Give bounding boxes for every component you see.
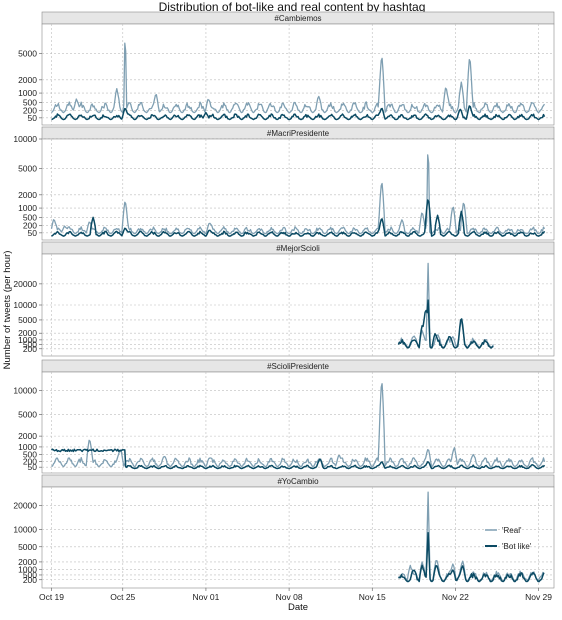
x-tick-label: Nov 01 (192, 592, 219, 602)
y-tick-label: 200 (23, 221, 37, 231)
y-tick-label: 500 (23, 97, 37, 107)
series-line-real (50, 154, 546, 235)
panel-plot-area (41, 138, 555, 241)
series-line-real (51, 42, 546, 114)
y-tick-label: 500 (23, 450, 37, 460)
y-tick-label: 200 (23, 344, 37, 354)
y-tick-label: 10000 (13, 300, 37, 310)
series-line-bot-like (51, 105, 546, 121)
y-tick-label: 200 (23, 456, 37, 466)
legend-label-real: 'Real' (502, 526, 522, 535)
y-tick-label: 1000 (18, 203, 37, 213)
y-tick-label: 10000 (13, 134, 37, 144)
series-line-real (51, 383, 546, 468)
x-axis-title: Date (288, 602, 308, 613)
y-tick-label: 500 (23, 212, 37, 222)
panel-strip-label: #MacriPresidente (267, 129, 330, 138)
panel-plot-area (41, 486, 555, 589)
x-tick-label: Nov 08 (276, 592, 303, 602)
panel-strip-label: #ScioliPresidente (267, 362, 329, 371)
panel-strip-label: #MejorScioli (276, 244, 320, 253)
chart-title: Distribution of bot-like and real conten… (159, 0, 426, 14)
y-tick-label: 2000 (18, 431, 37, 441)
y-tick-label: 50 (28, 113, 38, 123)
y-tick-label: 200 (23, 575, 37, 585)
x-tick-label: Nov 22 (442, 592, 469, 602)
y-tick-label: 200 (23, 106, 37, 116)
y-tick-label: 2000 (18, 190, 37, 200)
y-tick-label: 500 (23, 340, 37, 350)
y-tick-label: 1000 (18, 442, 37, 452)
y-tick-label: 2000 (18, 75, 37, 85)
y-tick-label: 1000 (18, 88, 37, 98)
y-tick-label: 10000 (13, 525, 37, 535)
x-tick-label: Nov 29 (525, 592, 552, 602)
panels-group: #Cambiemos50200500100020005000#MacriPres… (13, 11, 555, 602)
y-tick-label: 500 (23, 570, 37, 580)
series-line-bot-like (397, 299, 494, 349)
x-tick-label: Oct 25 (110, 592, 135, 602)
y-tick-label: 1000 (18, 565, 37, 575)
y-tick-label: 50 (28, 462, 38, 472)
x-tick-label: Oct 19 (39, 592, 64, 602)
y-tick-label: 20000 (13, 279, 37, 289)
series-line-bot-like (51, 199, 546, 237)
series-line-bot-like (50, 448, 546, 470)
y-axis-title: Number of tweets (per hour) (2, 251, 13, 370)
panel-strip-label: #YoCambio (277, 477, 319, 486)
y-tick-label: 10000 (13, 386, 37, 396)
y-tick-label: 50 (28, 228, 38, 238)
y-tick-label: 5000 (18, 410, 37, 420)
series-line-bot-like (398, 531, 545, 583)
y-tick-label: 5000 (18, 542, 37, 552)
y-tick-label: 5000 (18, 164, 37, 174)
y-tick-label: 2000 (18, 557, 37, 567)
panel-strip-label: #Cambiemos (274, 14, 321, 23)
y-tick-label: 5000 (18, 315, 37, 325)
panel-plot-area (41, 371, 555, 474)
legend-label-bot-like: 'Bot like' (502, 542, 532, 551)
x-tick-label: Nov 15 (359, 592, 386, 602)
y-tick-label: 2000 (18, 328, 37, 338)
y-tick-label: 5000 (18, 49, 37, 59)
y-tick-label: 20000 (13, 501, 37, 511)
y-tick-label: 1000 (18, 335, 37, 345)
legend: 'Real' 'Bot like' (485, 526, 532, 551)
